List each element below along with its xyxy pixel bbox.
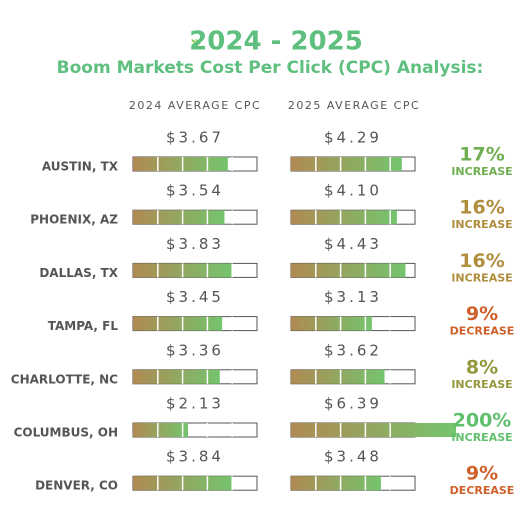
market-label: COLUMBUS, OH xyxy=(14,426,118,440)
change-pct: 200% xyxy=(453,410,512,432)
cpc-bar xyxy=(291,263,406,278)
cpc-label: $3.84 xyxy=(166,448,224,466)
cpc-bar xyxy=(291,210,397,225)
cpc-label: $4.43 xyxy=(324,235,382,253)
arrow-icon: » xyxy=(190,32,202,53)
cpc-label: $3.62 xyxy=(324,341,382,359)
change-pct: 9% xyxy=(466,463,498,485)
market-label: DALLAS, TX xyxy=(39,266,118,280)
column-header: 2024 AVERAGE CPC xyxy=(129,99,261,112)
market-label: TAMPA, FL xyxy=(48,319,119,333)
cpc-bar xyxy=(291,476,381,491)
title: 2024 - 2025 xyxy=(189,27,363,57)
cpc-label: $6.39 xyxy=(324,395,382,413)
market-label: DENVER, CO xyxy=(35,479,118,493)
change-pct: 8% xyxy=(466,356,498,378)
market-label: CHARLOTTE, NC xyxy=(11,372,118,386)
change-pct: 16% xyxy=(459,197,504,219)
column-header: 2025 AVERAGE CPC xyxy=(288,99,420,112)
cpc-bar xyxy=(133,316,223,331)
change-direction: INCREASE xyxy=(451,431,512,444)
change-direction: INCREASE xyxy=(451,378,512,391)
change-direction: INCREASE xyxy=(451,271,512,284)
cpc-bar xyxy=(291,369,385,384)
market-label: PHOENIX, AZ xyxy=(30,213,118,227)
cpc-label: $3.83 xyxy=(166,235,224,253)
change-pct: 17% xyxy=(459,144,504,166)
cpc-label: $3.67 xyxy=(166,129,224,147)
subtitle: Boom Markets Cost Per Click (CPC) Analys… xyxy=(57,58,484,78)
cpc-label: $3.45 xyxy=(166,288,224,306)
cpc-bar xyxy=(133,157,228,171)
change-pct: 9% xyxy=(466,303,498,325)
change-direction: DECREASE xyxy=(450,484,515,497)
cpc-bar xyxy=(133,423,189,437)
cpc-bar xyxy=(133,210,225,225)
change-direction: DECREASE xyxy=(450,325,515,338)
change-direction: INCREASE xyxy=(451,218,512,231)
cpc-bar xyxy=(291,316,372,331)
cpc-label: $3.36 xyxy=(166,341,224,359)
change-pct: 16% xyxy=(459,250,504,272)
cpc-label: $4.29 xyxy=(324,129,382,147)
cpc-label: $2.13 xyxy=(166,395,224,413)
cpc-label: $3.54 xyxy=(166,182,224,200)
cpc-label: $4.10 xyxy=(324,182,382,200)
cpc-bar xyxy=(291,157,402,171)
market-label: AUSTIN, TX xyxy=(42,160,119,174)
cpc-label: $3.48 xyxy=(324,448,382,466)
cpc-bar xyxy=(291,423,457,437)
cpc-bar xyxy=(133,369,220,384)
cpc-label: $3.13 xyxy=(324,288,382,306)
change-direction: INCREASE xyxy=(451,165,512,178)
